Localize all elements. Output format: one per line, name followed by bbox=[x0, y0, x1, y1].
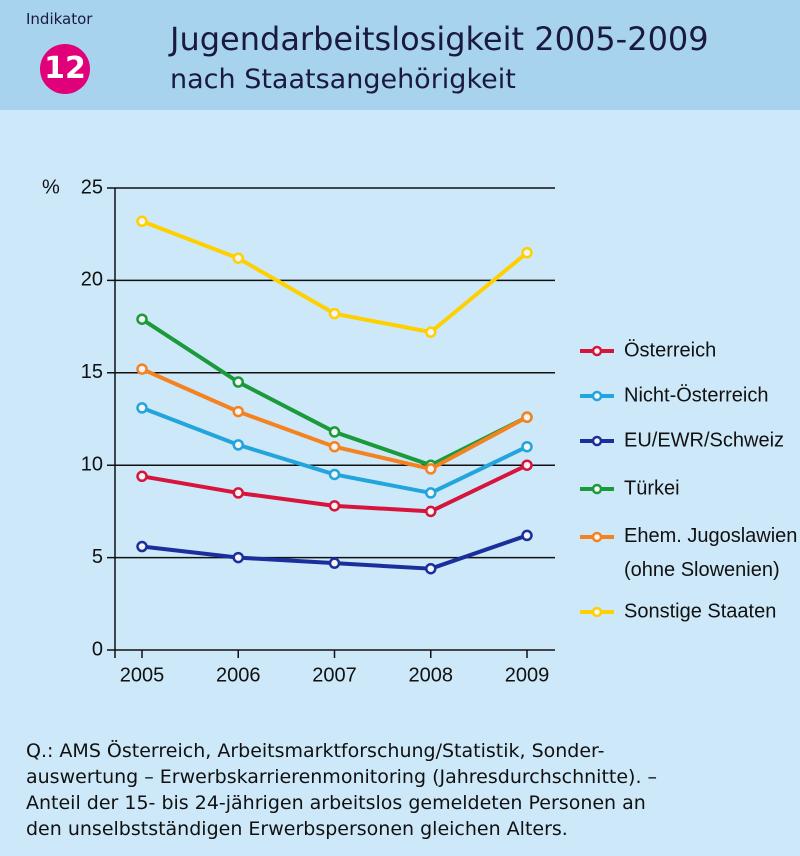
data-point bbox=[136, 215, 148, 228]
y-tick-label: 20 bbox=[81, 269, 103, 291]
y-tick-label: 25 bbox=[81, 176, 103, 198]
note-line: Q.: AMS Österreich, Arbeitsmarktforschun… bbox=[26, 740, 605, 762]
x-tick-label: 2007 bbox=[312, 664, 357, 686]
header: Indikator 12 Jugendarbeitslosigkeit 2005… bbox=[0, 0, 800, 110]
data-point bbox=[136, 470, 148, 483]
source-note: Q.: AMS Österreich, Arbeitsmarktforschun… bbox=[26, 738, 657, 842]
data-point bbox=[425, 505, 437, 518]
legend-label: Österreich bbox=[624, 339, 716, 361]
data-point bbox=[328, 468, 341, 481]
y-tick-label: 0 bbox=[92, 638, 103, 660]
legend-marker bbox=[591, 435, 603, 447]
legend-label: Nicht-Österreich bbox=[624, 384, 768, 406]
y-tick-label: 5 bbox=[92, 546, 103, 568]
legend-marker bbox=[591, 390, 603, 402]
series-line bbox=[141, 367, 528, 471]
data-point bbox=[136, 363, 148, 375]
data-point bbox=[328, 440, 341, 453]
data-point bbox=[232, 376, 244, 388]
data-point bbox=[232, 551, 244, 564]
data-point bbox=[328, 307, 341, 320]
data-point bbox=[232, 487, 244, 499]
data-point bbox=[425, 326, 437, 338]
y-axis-label: % bbox=[42, 176, 60, 198]
data-point bbox=[521, 411, 533, 423]
y-tick-label: 10 bbox=[81, 453, 103, 475]
note-line: Anteil der 15- bis 24-jährigen arbeitslo… bbox=[26, 792, 646, 814]
x-tick-label: 2009 bbox=[505, 664, 550, 686]
data-point bbox=[232, 439, 244, 451]
data-point bbox=[232, 252, 244, 264]
data-point bbox=[425, 463, 437, 475]
data-point bbox=[521, 246, 533, 259]
indicator-badge: 12 bbox=[40, 44, 90, 94]
legend-marker bbox=[591, 483, 603, 495]
data-point bbox=[328, 500, 341, 512]
legend-label: Sonstige Staaten bbox=[624, 600, 776, 622]
data-point bbox=[136, 313, 148, 325]
note-line: auswertung – Erwerbskarrierenmonitoring … bbox=[26, 766, 658, 788]
note-line: den unselbstständigen Erwerbspersonen gl… bbox=[26, 818, 568, 840]
legend-marker bbox=[591, 345, 603, 357]
legend-label: Türkei bbox=[624, 477, 680, 499]
indicator-label: Indikator bbox=[26, 10, 93, 28]
chart: % 0 5 10 15 20 25 2005 2006 2007 2008 2009 Österreic… bbox=[42, 176, 797, 686]
chart-title: Jugendarbeitslosigkeit 2005-2009 bbox=[170, 20, 709, 58]
data-point bbox=[521, 459, 533, 471]
data-point bbox=[425, 487, 437, 499]
data-point bbox=[521, 440, 533, 453]
x-tick-label: 2005 bbox=[120, 664, 165, 686]
chart-subtitle: nach Staatsangehörigkeit bbox=[170, 64, 516, 95]
data-point bbox=[136, 540, 148, 553]
legend-label: EU/EWR/Schweiz bbox=[624, 429, 784, 451]
data-point bbox=[328, 557, 341, 569]
data-point bbox=[136, 402, 148, 414]
x-tick-label: 2008 bbox=[409, 664, 454, 686]
data-point bbox=[232, 405, 244, 418]
data-point bbox=[425, 562, 437, 575]
y-tick-label: 15 bbox=[81, 361, 103, 383]
legend-label: Ehem. Jugoslawien (ohne Slowenien) bbox=[624, 525, 797, 581]
data-point bbox=[328, 426, 341, 438]
legend-marker bbox=[591, 531, 603, 543]
legend-marker bbox=[591, 606, 603, 618]
data-point bbox=[521, 529, 533, 542]
x-tick-label: 2006 bbox=[216, 664, 261, 686]
